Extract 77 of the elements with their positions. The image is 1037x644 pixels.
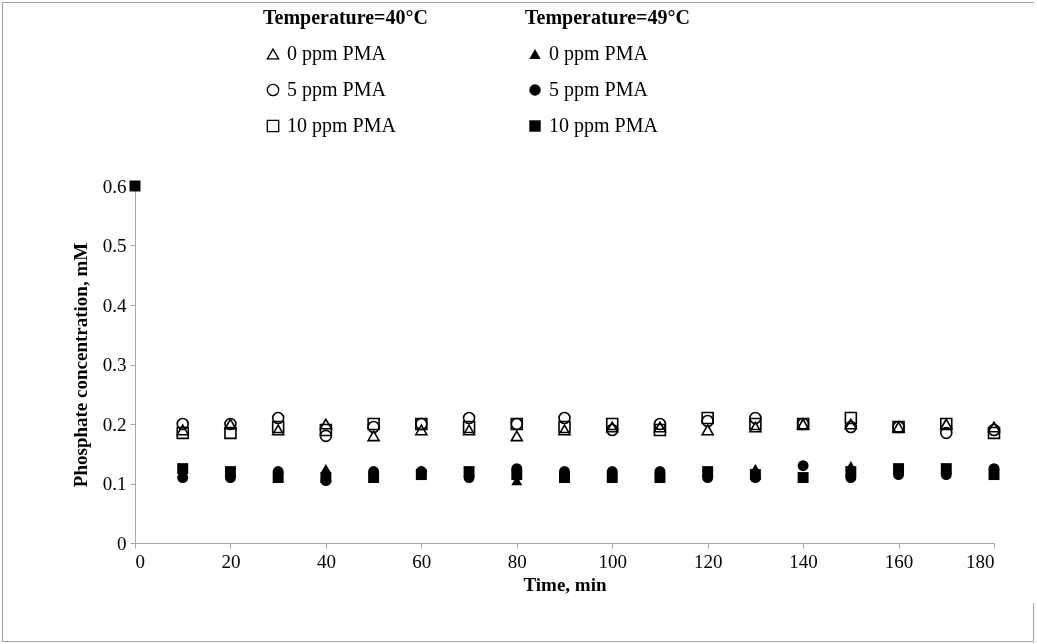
legend-label: 0 ppm PMA bbox=[549, 42, 649, 65]
legend-label: 0 ppm PMA bbox=[287, 42, 387, 65]
point bbox=[653, 421, 667, 433]
y-tick-label: 0.2 bbox=[102, 413, 127, 435]
point bbox=[368, 472, 380, 484]
legend-label: 10 ppm PMA bbox=[549, 114, 659, 137]
y-tick-label: 0.6 bbox=[102, 175, 127, 197]
point bbox=[940, 463, 952, 475]
point bbox=[988, 469, 1000, 481]
y-tick-label: 0 bbox=[117, 532, 127, 554]
point bbox=[940, 426, 953, 440]
point bbox=[271, 424, 285, 436]
point bbox=[845, 466, 857, 478]
point bbox=[511, 469, 523, 481]
point bbox=[749, 411, 762, 425]
point bbox=[558, 411, 571, 425]
point bbox=[176, 426, 189, 440]
x-tick-label: 80 bbox=[507, 550, 527, 572]
x-tick-label: 180 bbox=[966, 550, 995, 572]
y-tick-label: 0.1 bbox=[102, 473, 127, 494]
x-axis-title: Time, min bbox=[523, 573, 607, 595]
point bbox=[605, 421, 619, 433]
point bbox=[367, 430, 380, 442]
point bbox=[797, 472, 809, 484]
point bbox=[987, 421, 1001, 433]
point bbox=[319, 423, 333, 437]
x-tick-label: 100 bbox=[598, 550, 627, 572]
point bbox=[749, 421, 762, 433]
point bbox=[605, 423, 619, 437]
point bbox=[606, 472, 618, 484]
x-tick-label: 0 bbox=[135, 550, 145, 572]
point bbox=[463, 466, 475, 478]
point bbox=[893, 463, 905, 475]
x-tick-label: 20 bbox=[221, 550, 241, 572]
point bbox=[797, 460, 809, 472]
y-axis-title: Phosphate concentration, mM bbox=[69, 242, 91, 488]
y-tick-label: 0.4 bbox=[102, 294, 127, 316]
legend-label: 10 ppm PMA bbox=[287, 114, 397, 137]
legend-label: 5 ppm PMA bbox=[287, 78, 387, 101]
point bbox=[558, 424, 571, 436]
point bbox=[844, 418, 858, 430]
point bbox=[224, 466, 236, 478]
x-tick-label: 160 bbox=[884, 550, 914, 572]
x-tick-label: 120 bbox=[693, 550, 723, 572]
point bbox=[749, 417, 762, 431]
point bbox=[559, 472, 570, 484]
point bbox=[654, 472, 666, 484]
point bbox=[510, 430, 524, 442]
point bbox=[224, 426, 237, 440]
point bbox=[702, 466, 714, 478]
point bbox=[701, 424, 714, 436]
text: Temperature=49°C bbox=[525, 6, 690, 28]
point bbox=[653, 423, 667, 437]
text: Temperature=40°C bbox=[263, 6, 428, 28]
point bbox=[415, 424, 428, 436]
legend-label: 5 ppm PMA bbox=[549, 78, 649, 101]
point bbox=[653, 417, 667, 431]
point bbox=[462, 424, 476, 436]
x-tick-label: 60 bbox=[412, 550, 432, 572]
y-tick-label: 0.5 bbox=[102, 235, 127, 256]
point bbox=[176, 417, 189, 431]
point bbox=[271, 411, 285, 425]
point bbox=[319, 429, 333, 443]
point bbox=[558, 420, 571, 434]
point bbox=[844, 411, 858, 425]
point bbox=[605, 417, 619, 431]
point bbox=[462, 411, 476, 425]
y-tick-label: 0.3 bbox=[102, 354, 127, 375]
x-tick-label: 140 bbox=[789, 550, 818, 572]
point bbox=[271, 420, 285, 434]
point bbox=[462, 420, 476, 434]
point bbox=[177, 463, 189, 475]
point bbox=[319, 418, 333, 430]
x-tick-label: 40 bbox=[316, 550, 336, 572]
point bbox=[272, 472, 284, 484]
point bbox=[176, 424, 189, 436]
point bbox=[844, 420, 858, 434]
